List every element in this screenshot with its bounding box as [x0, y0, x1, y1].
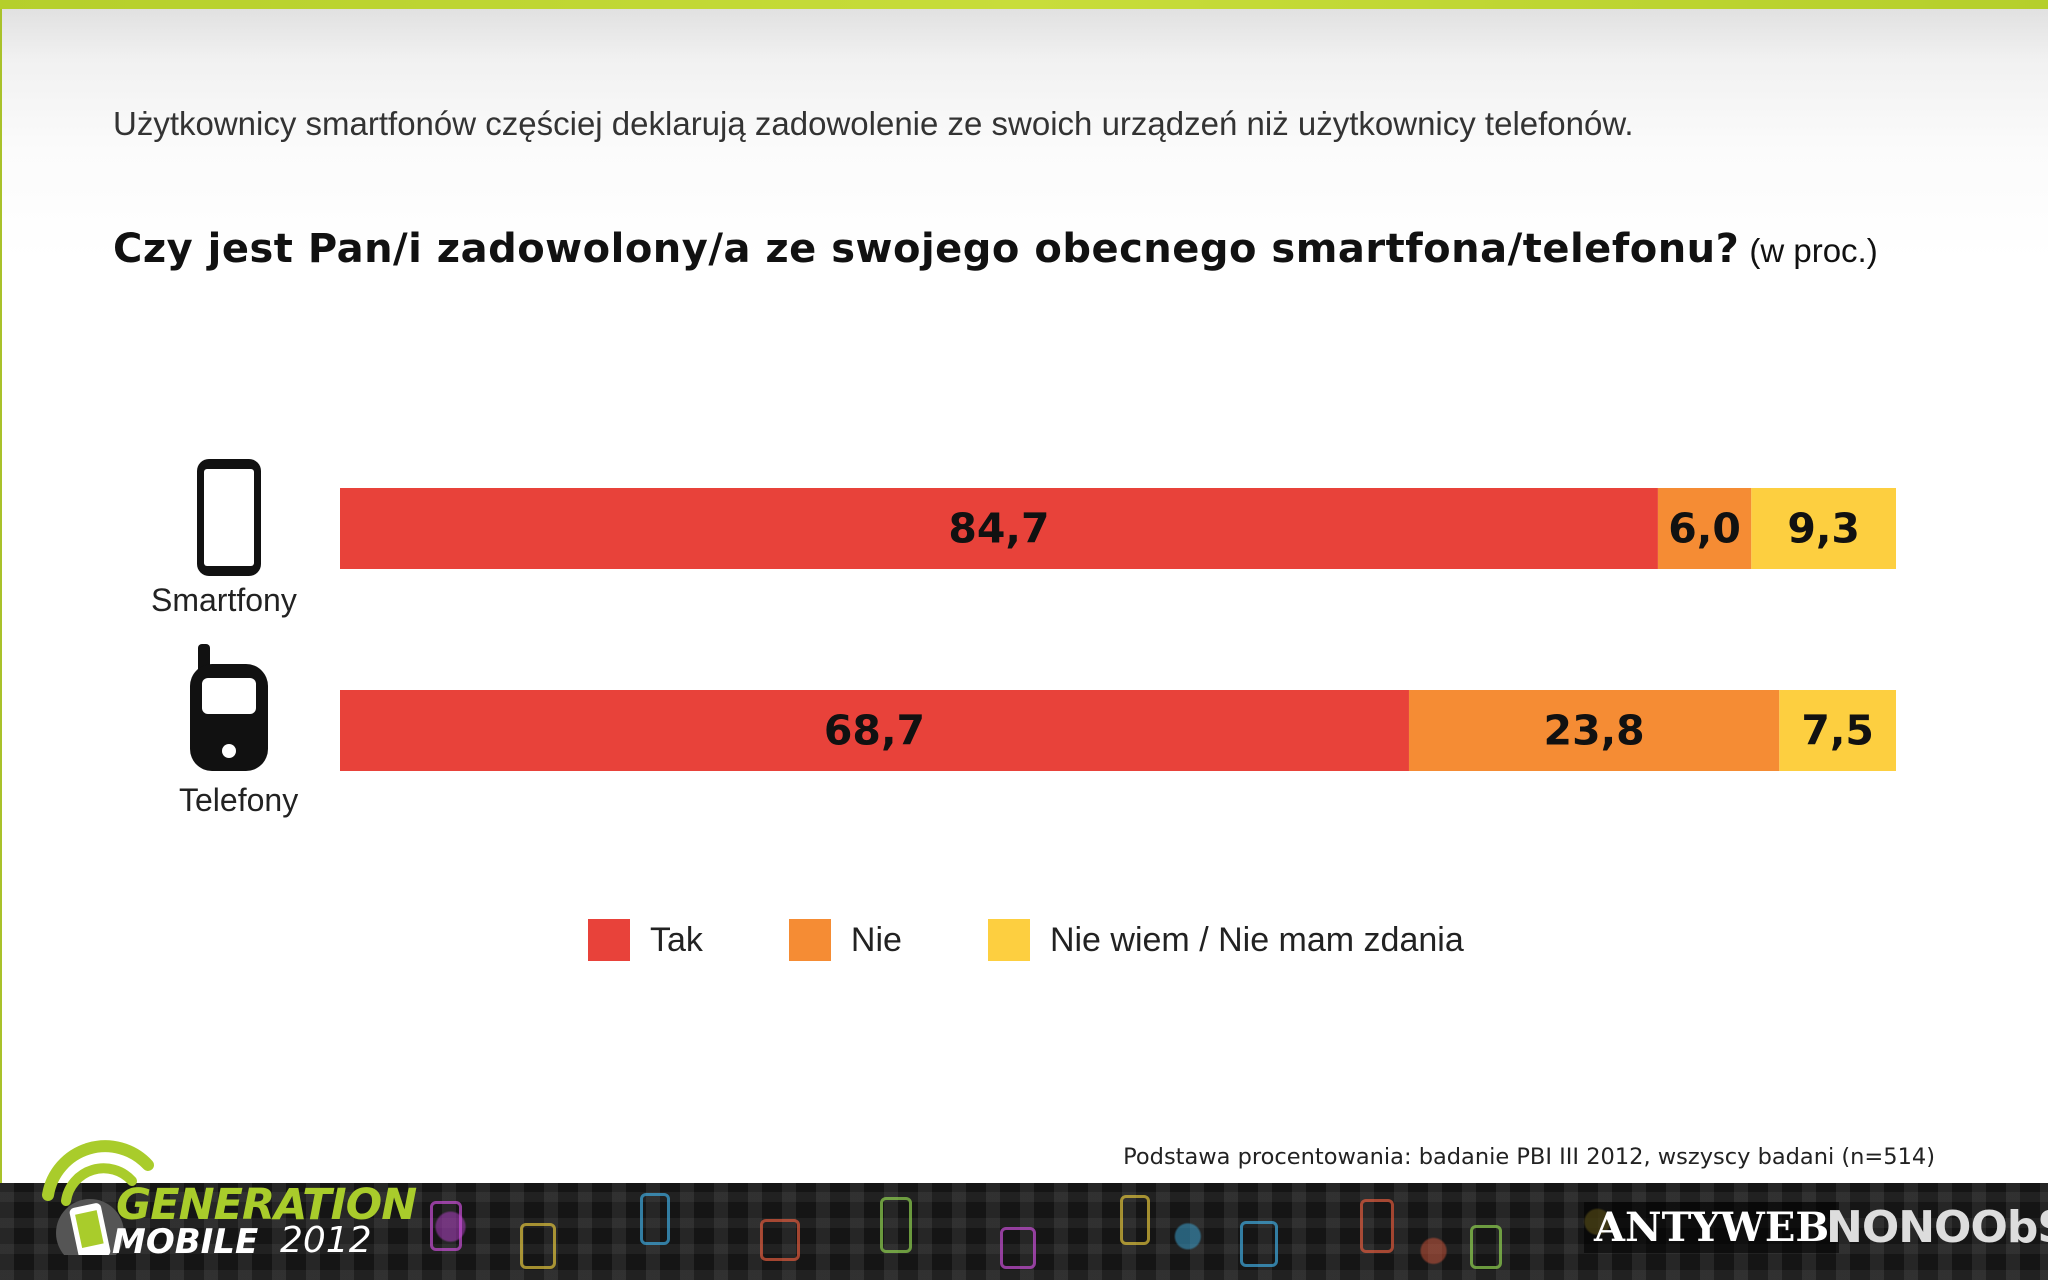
bar-label-smartfony-nie-wiem: 9,3	[1787, 505, 1860, 553]
legend-swatch-tak	[588, 919, 630, 961]
bar-smartfony-nie	[1657, 488, 1752, 569]
bar-label-telefony-nie: 23,8	[1544, 707, 1645, 755]
legend-label-nie-wiem: Nie wiem / Nie mam zdania	[1049, 920, 1464, 959]
bar-smartfony-nie-wiem	[1751, 488, 1896, 569]
antyweb-logo: ANTYWEB	[1584, 1202, 1840, 1253]
bar-telefony-nie-wiem	[1779, 690, 1896, 771]
logo-mobile-text: MOBILE	[112, 1222, 259, 1262]
bar-label-smartfony-tak: 84,7	[948, 505, 1049, 553]
base-note: Podstawa procentowania: badanie PBI III …	[1123, 1144, 1935, 1170]
legend-swatch-nie	[788, 919, 831, 961]
bar-label-smartfony-nie: 6,0	[1668, 505, 1741, 553]
bar-smartfony-tak	[340, 488, 1658, 569]
category-label-telefony: Telefony	[179, 782, 299, 818]
legend-label-nie: Nie	[850, 920, 902, 959]
question-unit: (w proc.)	[1749, 232, 1878, 269]
headline: Użytkownicy smartfonów częściej deklaruj…	[113, 105, 1634, 142]
legend-swatch-nie-wiem	[987, 919, 1030, 961]
logo-year-text: 2012	[280, 1220, 372, 1261]
generation-mobile-logo-icon	[42, 1140, 154, 1255]
nonoobs-logo: NONOObS	[1826, 1202, 2048, 1253]
chart-title: Czy jest Pan/i zadowolony/a ze swojego o…	[113, 226, 1878, 272]
legend-item-tak: Tak	[588, 919, 703, 961]
mobile-phone-icon	[190, 644, 268, 771]
legend-item-nie-wiem: Nie wiem / Nie mam zdania	[987, 919, 1464, 961]
bar-telefony-nie	[1408, 690, 1780, 771]
smartphone-icon	[197, 459, 261, 576]
logo-generation-text: GENERATION	[116, 1180, 417, 1230]
question-text: Czy jest Pan/i zadowolony/a ze swojego o…	[113, 226, 1740, 272]
legend-item-nie: Nie	[788, 919, 902, 961]
chart-legend: Tak Nie Nie wiem / Nie mam zdania	[588, 919, 1550, 961]
bar-label-telefony-nie-wiem: 7,5	[1801, 707, 1874, 755]
legend-label-tak: Tak	[650, 920, 703, 959]
bar-label-telefony-tak: 68,7	[824, 707, 925, 755]
top-accent-bar	[0, 0, 2048, 9]
category-label-smartfony: Smartfony	[151, 582, 297, 618]
bar-telefony-tak	[340, 690, 1409, 771]
